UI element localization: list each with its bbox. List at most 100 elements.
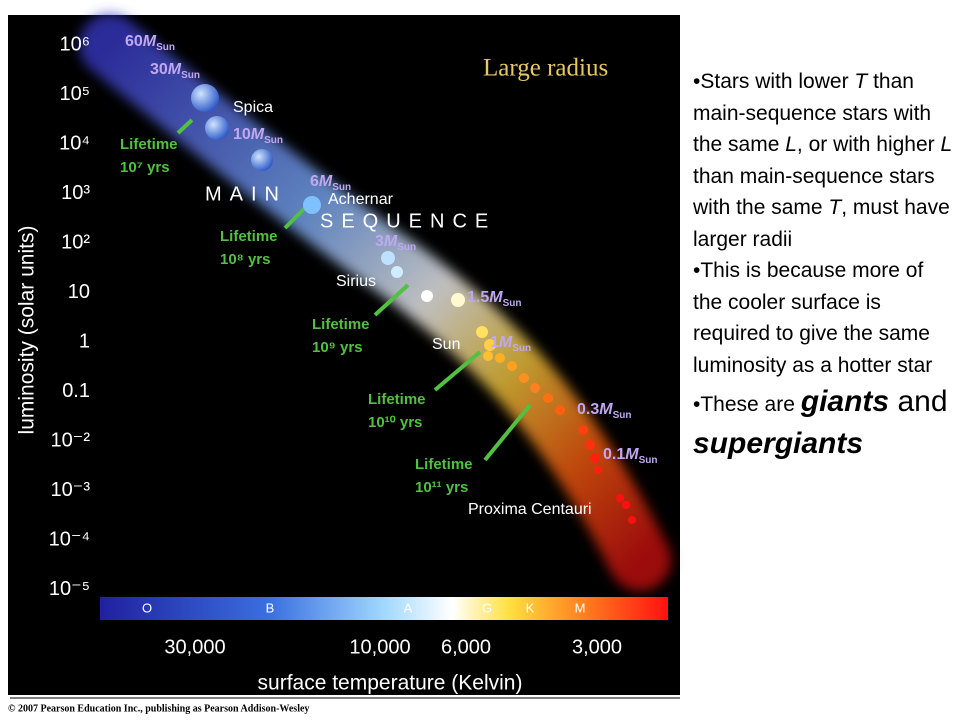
mass-symbol: M [625,446,639,463]
y-tick-label: 10⁻² [51,429,91,451]
lifetime-title: Lifetime [120,136,178,153]
y-tick-label: 1 [79,330,90,352]
mass-subscript: Sun [639,455,658,466]
emphasis: T [854,70,868,93]
star [578,425,588,435]
mass-symbol: M [499,334,513,351]
mass-subscript: Sun [156,42,175,53]
lifetime-value: 10⁷ yrs [120,159,170,176]
y-tick-label: 10 [68,281,90,303]
spectral-bar [100,597,668,620]
star [391,266,403,278]
emphasis: L [785,133,797,156]
text: •Stars with lower [693,70,855,93]
lifetime-title: Lifetime [415,456,473,473]
mass-subscript: Sun [503,298,522,309]
spectral-class: G [482,600,492,615]
lifetime-title: Lifetime [220,228,278,245]
star [191,84,219,112]
star [381,251,395,265]
mass-label: 1MSun [490,334,531,353]
y-axis-label: luminosity (solar units) [16,226,39,435]
star [205,116,229,140]
star-name: Sun [432,336,460,353]
spectral-class: A [404,600,413,615]
bullet-text: •Stars with lower T than main-sequence s… [693,66,955,465]
y-tick-label: 10⁻³ [51,479,91,501]
emphasis: L [940,133,953,156]
spectral-class: B [266,600,275,615]
lifetime-pointers [176,118,532,462]
mass-number: 6 [310,173,319,190]
y-tick-label: 10⁴ [59,132,90,154]
mass-subscript: Sun [613,410,632,421]
mass-label: 10MSun [233,126,283,145]
star [483,351,493,361]
lifetime-value: 10⁸ yrs [220,251,270,268]
bullet: •These are giants and supergiants [693,381,955,465]
star [594,466,602,474]
mass-symbol: M [319,173,333,190]
star-name: Proxima Centauri [468,501,592,518]
spectral-class: M [575,600,586,615]
x-tick-label: 10,000 [349,636,410,658]
mass-label: 0.3MSun [577,401,631,420]
star-name: Sirius [336,273,376,290]
mass-number: 1.5 [467,289,489,306]
copyright: © 2007 Pearson Education Inc., publishin… [8,703,309,714]
star [530,383,540,393]
star [585,440,595,450]
star [495,353,505,363]
emphasis: T [828,196,842,219]
mass-symbol: M [489,289,503,306]
text: , or with higher [796,133,941,156]
mass-subscript: Sun [512,343,531,354]
mass-label: 6MSun [310,173,351,192]
star [622,501,630,509]
text: , must have larger radii [693,196,950,251]
mass-label: 3MSun [375,233,416,252]
mass-symbol: M [599,401,613,418]
sequence-word: MAIN [205,183,287,205]
mass-number: 3 [375,233,384,250]
x-axis-label: surface temperature (Kelvin) [258,672,523,695]
mass-symbol: M [251,126,265,143]
mass-label: 1.5MSun [467,289,521,308]
y-tick-label: 10⁻⁵ [49,578,90,600]
mass-number: 30 [150,61,168,78]
x-tick-label: 6,000 [441,636,491,658]
bullet: •This is because more of the cooler surf… [693,255,955,381]
star [303,196,321,214]
star [484,339,496,351]
lifetime-value: 10¹⁰ yrs [368,414,422,431]
mass-number: 0.1 [603,446,625,463]
y-tick-label: 0.1 [62,380,90,402]
mass-subscript: Sun [181,70,200,81]
mass-symbol: M [143,33,157,50]
lifetime-value: 10⁹ yrs [312,339,363,356]
star [507,361,517,371]
mass-number: 60 [125,33,143,50]
text: •These are [693,393,801,416]
spectral-class: K [526,600,535,615]
mass-label: 0.1MSun [603,446,657,465]
mass-label: 30MSun [150,61,200,80]
y-tick-label: 10⁶ [60,33,90,55]
y-tick-label: 10³ [61,182,90,204]
figure-background [8,15,680,695]
star [543,393,553,403]
mass-symbol: M [384,233,398,250]
mass-subscript: Sun [332,182,351,193]
lifetime-title: Lifetime [368,391,426,408]
mass-symbol: M [168,61,182,78]
star-name: Spica [233,99,273,116]
star [421,290,433,302]
mass-number: 0.3 [577,401,599,418]
text: and [889,385,948,418]
spectral-class: F [451,600,459,615]
x-tick-label: 30,000 [164,636,225,658]
text: than main-sequence stars with the same [693,70,932,156]
mass-subscript: Sun [397,242,416,253]
